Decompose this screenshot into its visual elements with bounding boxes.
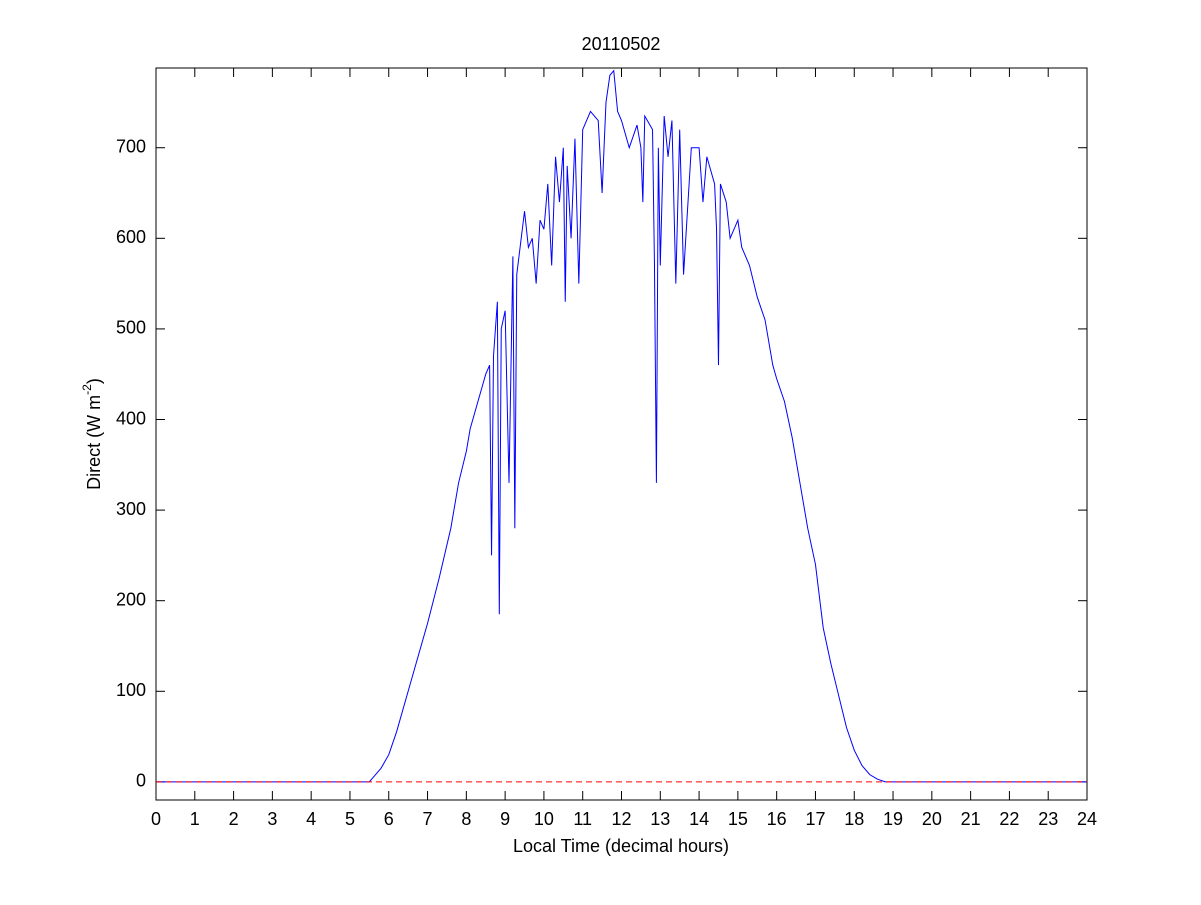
y-tick-label: 100 xyxy=(116,680,146,700)
x-tick-label: 8 xyxy=(461,809,471,829)
y-axis-label: Direct (W m-2) xyxy=(80,378,104,490)
x-tick-label: 7 xyxy=(423,809,433,829)
x-tick-label: 14 xyxy=(689,809,709,829)
y-label-text: Direct (W m xyxy=(84,395,104,490)
x-tick-label: 18 xyxy=(844,809,864,829)
x-tick-label: 6 xyxy=(384,809,394,829)
y-tick-label: 300 xyxy=(116,499,146,519)
x-tick-label: 13 xyxy=(650,809,670,829)
x-tick-label: 12 xyxy=(611,809,631,829)
x-tick-label: 21 xyxy=(961,809,981,829)
x-tick-label: 20 xyxy=(922,809,942,829)
x-tick-label: 9 xyxy=(500,809,510,829)
y-label-suffix: ) xyxy=(84,378,104,384)
x-tick-label: 17 xyxy=(805,809,825,829)
y-tick-label: 500 xyxy=(116,318,146,338)
data-line xyxy=(156,69,1087,783)
y-tick-label: 700 xyxy=(116,136,146,156)
x-tick-label: 10 xyxy=(534,809,554,829)
x-tick-label: 4 xyxy=(306,809,316,829)
x-tick-label: 24 xyxy=(1077,809,1097,829)
chart-title: 20110502 xyxy=(582,34,661,54)
x-tick-label: 23 xyxy=(1038,809,1058,829)
y-tick-label: 200 xyxy=(116,589,146,609)
y-tick-label: 600 xyxy=(116,227,146,247)
x-tick-label: 1 xyxy=(190,809,200,829)
x-tick-label: 19 xyxy=(883,809,903,829)
x-tick-label: 0 xyxy=(151,809,161,829)
x-tick-label: 5 xyxy=(345,809,355,829)
y-label-sup: -2 xyxy=(80,384,94,395)
y-tick-label: 0 xyxy=(136,771,146,791)
x-tick-label: 3 xyxy=(267,809,277,829)
x-tick-label: 15 xyxy=(728,809,748,829)
x-axis-label: Local Time (decimal hours) xyxy=(513,836,729,856)
x-tick-label: 2 xyxy=(229,809,239,829)
y-tick-label: 400 xyxy=(116,408,146,428)
x-tick-label: 11 xyxy=(573,809,592,829)
x-tick-label: 16 xyxy=(767,809,787,829)
x-tick-label: 22 xyxy=(999,809,1019,829)
